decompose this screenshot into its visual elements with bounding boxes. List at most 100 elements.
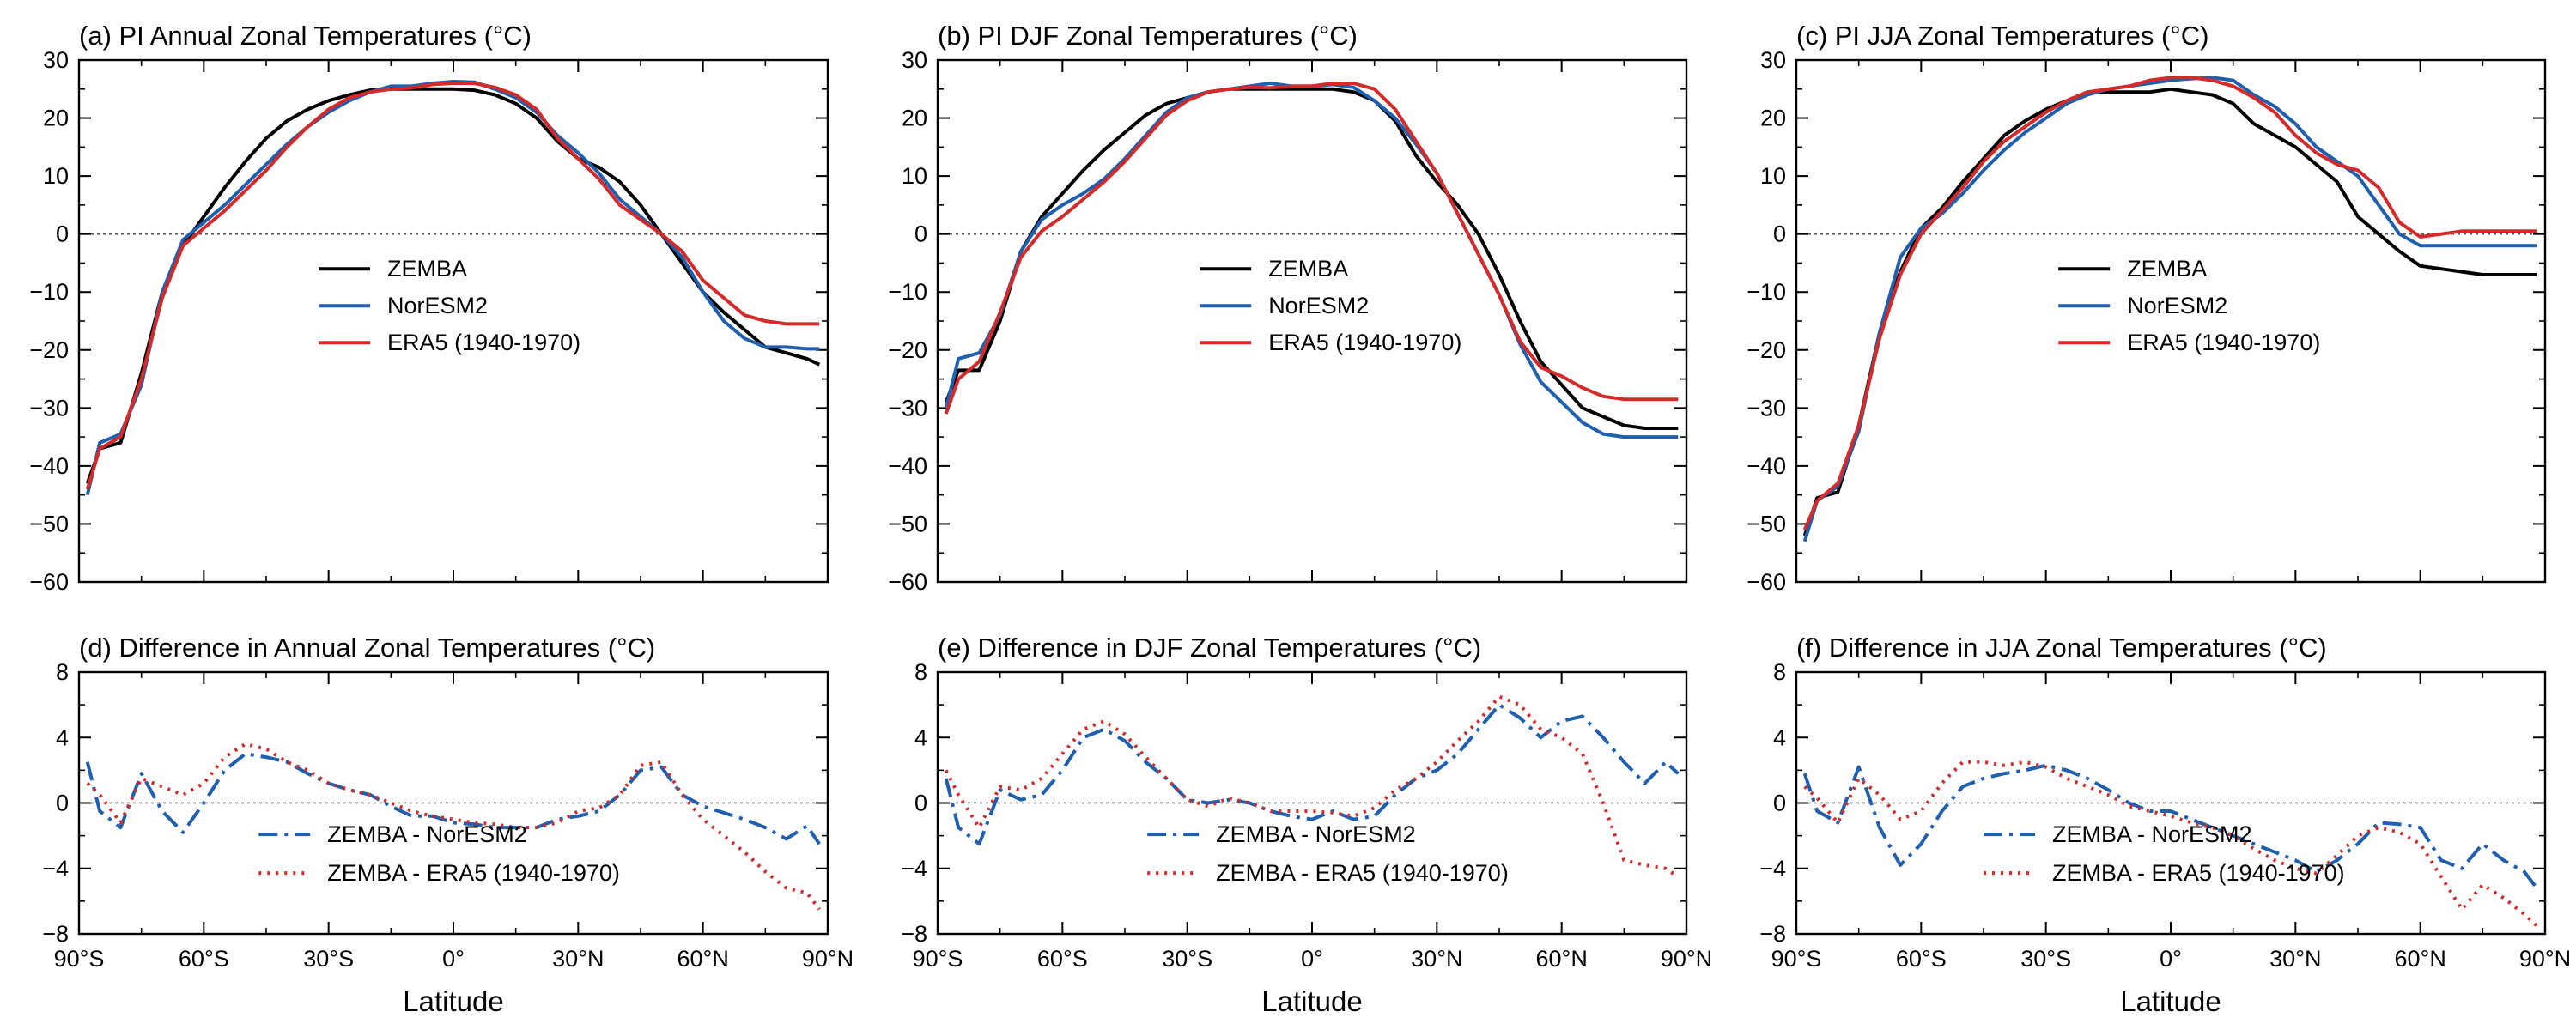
legend-label: NorESM2 <box>2127 293 2227 318</box>
y-tick-label: −8 <box>42 921 69 947</box>
y-tick-label: 30 <box>1760 47 1786 73</box>
plot-frame <box>77 58 829 584</box>
y-tick-label: −4 <box>901 856 927 882</box>
x-tick-label: 60°S <box>179 946 229 972</box>
series-line-1 <box>1802 763 2538 889</box>
y-tick-label: −50 <box>1747 511 1786 536</box>
legend-label: NorESM2 <box>1268 293 1369 318</box>
x-tick-label: 0° <box>442 946 465 972</box>
y-tick-label: 0 <box>56 221 69 247</box>
y-tick-label: 0 <box>1773 791 1786 816</box>
y-tick-label: 20 <box>1760 106 1786 131</box>
y-tick-label: −50 <box>29 511 69 536</box>
legend-label: ZEMBA - NorESM2 <box>2052 821 2252 847</box>
panel-d: (d) Difference in Annual Zonal Temperatu… <box>42 633 854 1017</box>
x-axis-label: Latitude <box>403 985 503 1017</box>
y-tick-label: −10 <box>888 279 927 305</box>
y-tick-label: 4 <box>56 724 69 750</box>
panel-title: (f) Difference in JJA Zonal Temperatures… <box>1796 633 2327 663</box>
y-tick-label: 8 <box>1773 659 1786 685</box>
y-tick-label: 0 <box>1773 221 1786 247</box>
series-line-2 <box>1802 76 2537 542</box>
legend-label: ZEMBA - NorESM2 <box>327 821 527 847</box>
panel-c: (c) PI JJA Zonal Temperatures (°C) −60 −50… <box>1747 21 2547 595</box>
y-tick-label: 8 <box>56 659 69 685</box>
x-tick-label: 90°N <box>1661 946 1712 972</box>
y-tick-label: 30 <box>902 47 927 73</box>
plot-frame <box>77 670 829 936</box>
series-line-3 <box>1802 76 2537 530</box>
y-tick-label: −40 <box>29 453 69 479</box>
y-tick-label: −20 <box>888 337 927 363</box>
y-tick-label: −30 <box>888 395 927 421</box>
legend-label: NorESM2 <box>387 293 488 318</box>
y-tick-label: −50 <box>888 511 927 536</box>
panel-f: (f) Difference in JJA Zonal Temperatures… <box>1759 633 2571 1017</box>
x-tick-label: 90°S <box>913 946 963 972</box>
x-tick-label: 90°S <box>54 946 105 972</box>
y-tick-label: 0 <box>56 791 69 816</box>
y-tick-label: 10 <box>902 163 927 189</box>
plot-frame <box>936 58 1688 584</box>
x-tick-label: 30°N <box>552 946 604 972</box>
series-line-1 <box>944 703 1680 846</box>
y-tick-label: 8 <box>914 659 927 685</box>
series-line-1 <box>944 87 1679 430</box>
x-tick-label: 90°N <box>2519 946 2571 972</box>
legend: ZEMBA NorESM2 ERA5 (1940-1970) <box>2058 256 2320 355</box>
panel-title: (b) PI DJF Zonal Temperatures (°C) <box>938 21 1358 51</box>
y-tick-label: 4 <box>914 724 927 750</box>
x-tick-label: 30°S <box>1162 946 1212 972</box>
y-tick-label: −30 <box>29 395 69 421</box>
legend-label: ZEMBA <box>387 256 467 282</box>
y-tick-label: −10 <box>29 279 69 305</box>
legend-label: ZEMBA - ERA5 (1940-1970) <box>2052 860 2345 886</box>
x-axis-label: Latitude <box>1261 985 1362 1017</box>
legend-label: ZEMBA - NorESM2 <box>1216 821 1416 847</box>
x-tick-label: 30°N <box>1411 946 1462 972</box>
y-tick-label: −40 <box>888 453 927 479</box>
x-tick-label: 90°N <box>802 946 854 972</box>
y-tick-label: −10 <box>1747 279 1786 305</box>
series-line-2 <box>944 694 1680 878</box>
series-line-3 <box>944 82 1679 415</box>
x-tick-label: 60°S <box>1037 946 1088 972</box>
legend-label: ERA5 (1940-1970) <box>2127 330 2320 355</box>
x-axis-label: Latitude <box>2120 985 2221 1017</box>
legend: ZEMBA NorESM2 ERA5 (1940-1970) <box>319 256 580 355</box>
legend-label: ZEMBA - ERA5 (1940-1970) <box>327 860 620 886</box>
y-tick-label: −60 <box>1747 569 1786 595</box>
x-tick-label: 60°N <box>1536 946 1588 972</box>
y-tick-label: 30 <box>43 47 69 73</box>
plot-frame <box>1795 58 2547 584</box>
series-line-2 <box>85 80 820 496</box>
y-tick-label: 0 <box>914 791 927 816</box>
legend-label: ZEMBA <box>1268 256 1348 282</box>
panel-b: (b) PI DJF Zonal Temperatures (°C) −60 −50… <box>888 21 1688 595</box>
panel-title: (d) Difference in Annual Zonal Temperatu… <box>79 633 655 663</box>
y-tick-label: −8 <box>901 921 927 947</box>
x-tick-label: 60°S <box>1896 946 1947 972</box>
y-tick-label: −60 <box>29 569 69 595</box>
y-tick-label: 4 <box>1773 724 1786 750</box>
y-tick-label: 0 <box>914 221 927 247</box>
plot-frame <box>1795 670 2547 936</box>
x-tick-label: 0° <box>2160 946 2182 972</box>
y-tick-label: −60 <box>888 569 927 595</box>
x-tick-label: 0° <box>1301 946 1323 972</box>
x-tick-label: 30°S <box>2020 946 2071 972</box>
y-tick-label: 20 <box>902 106 927 131</box>
y-tick-label: −20 <box>1747 337 1786 363</box>
y-tick-label: −30 <box>1747 395 1786 421</box>
x-tick-label: 30°S <box>303 946 354 972</box>
y-tick-label: 20 <box>43 106 69 131</box>
series-line-3 <box>85 82 820 490</box>
legend-label: ERA5 (1940-1970) <box>387 330 580 355</box>
x-tick-label: 60°N <box>677 946 729 972</box>
series-line-1 <box>85 752 821 845</box>
plot-frame <box>936 670 1688 936</box>
y-tick-label: −8 <box>1759 921 1786 947</box>
x-tick-label: 90°S <box>1771 946 1822 972</box>
legend-label: ERA5 (1940-1970) <box>1268 330 1461 355</box>
